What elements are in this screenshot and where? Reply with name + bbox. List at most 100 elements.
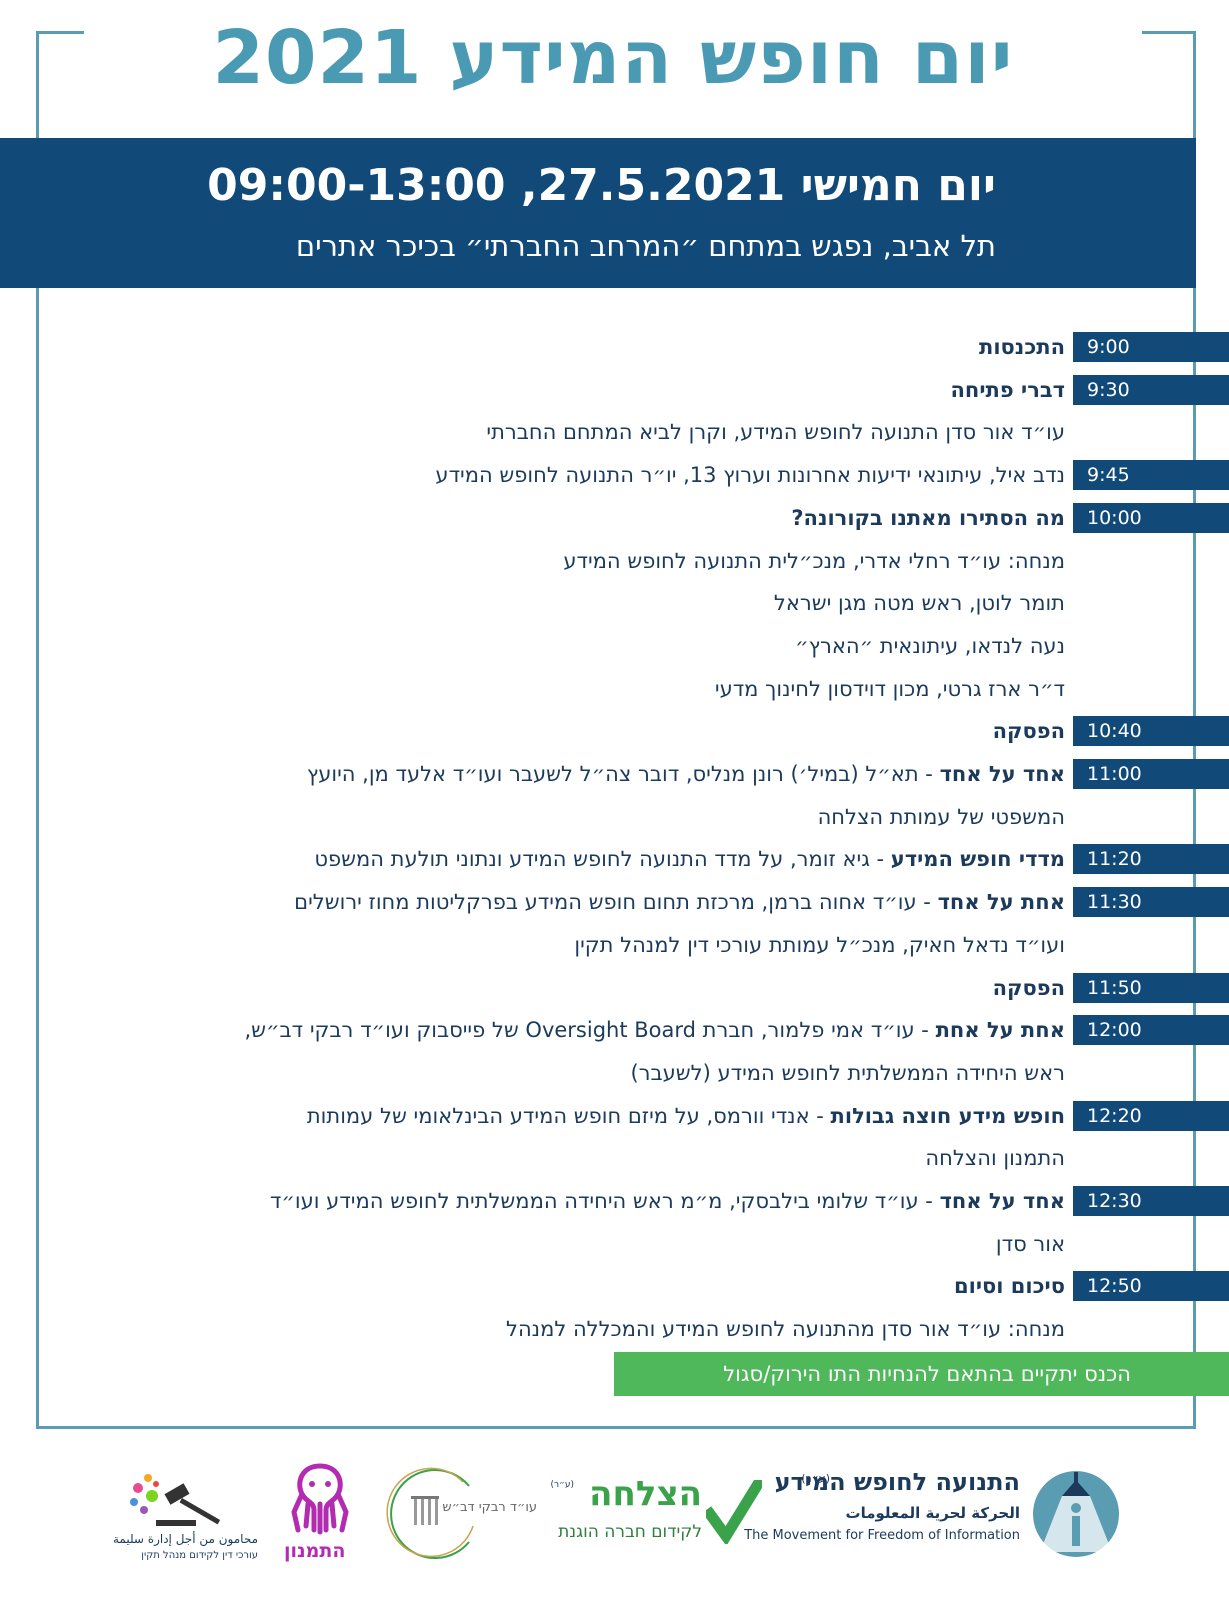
movement-english: The Movement for Freedom of Information	[744, 1528, 1020, 1543]
schedule-row: 12:20 חופש מידע חוצה גבולות - אנדי וורמס,…	[0, 1101, 1229, 1133]
schedule-row: 12:50 סיכום וסיום	[0, 1271, 1229, 1303]
green-pass-note: הכנס יתקיים בהתאם להנחיות התו הירוק/סגול	[614, 1352, 1229, 1396]
schedule-text: ראש היחידה הממשלתית לחופש המידע (לשעבר)	[630, 1056, 1065, 1090]
session-details: ראש היחידה הממשלתית לחופש המידע (לשעבר)	[630, 1061, 1065, 1085]
schedule-time: 12:50	[1073, 1271, 1229, 1301]
schedule-time: 10:00	[1073, 503, 1229, 533]
session-title: אחת על אחד	[937, 890, 1065, 914]
session-details: ד״ר ארז גרטי, מכון דוידסון לחינוך מדעי	[714, 677, 1065, 701]
session-title: אחד על אחד	[939, 1189, 1065, 1213]
schedule-row: 11:30 אחת על אחד - עו״ד אחוה ברמן, מרכזת …	[0, 887, 1229, 919]
session-title: סיכום וסיום	[954, 1274, 1065, 1298]
schedule-row: 11:00 אחד על אחד - תא״ל (במיל׳) רונן מנלי…	[0, 759, 1229, 791]
session-details: מנחה: עו״ד רחלי אדרי, מנכ״לית התנועה לחו…	[563, 549, 1065, 573]
session-details: - גיא זומר, על מדד התנועה לחופש המידע ונ…	[314, 847, 891, 871]
session-title: הפסקה	[992, 719, 1065, 743]
schedule-row: 10:40 הפסקה	[0, 716, 1229, 748]
movement-logo: התנועה לחופש המידע (ע״ר) الحركة لحرية ال…	[744, 1462, 1120, 1562]
lawyers-arabic: محامون من أجل إدارة سليمة	[112, 1532, 258, 1546]
session-details: התמנון והצלחה	[925, 1146, 1065, 1170]
schedule-text: המשפטי של עמותת הצלחה	[818, 800, 1065, 834]
schedule-row: תומר לוטן, ראש מטה מגן ישראל	[0, 588, 1229, 620]
rivki-name: עו״ד רבקי דב״ש	[442, 1500, 537, 1515]
schedule-time: 9:00	[1073, 332, 1229, 362]
schedule-time: 9:30	[1073, 375, 1229, 405]
session-title: מה הסתירו מאתנו בקורונה?	[791, 506, 1065, 530]
schedule-text: התמנון והצלחה	[925, 1141, 1065, 1175]
schedule-row: המשפטי של עמותת הצלחה	[0, 802, 1229, 834]
movement-name: התנועה לחופש המידע	[774, 1468, 1020, 1496]
pillar-icon	[386, 1467, 474, 1559]
frame-top-left	[36, 31, 84, 34]
event-location: תל אביב, נפגש במתחם ״המרחב החברתי״ בכיכר…	[295, 229, 996, 263]
session-title: דברי פתיחה	[950, 378, 1066, 402]
schedule-time: 11:20	[1073, 844, 1229, 874]
schedule-text: עו״ד אור סדן התנועה לחופש המידע, וקרן לב…	[486, 415, 1065, 449]
movement-arabic: الحركة لحرية المعلومات	[845, 1504, 1021, 1522]
schedule-text: מנחה: עו״ד רחלי אדרי, מנכ״לית התנועה לחו…	[563, 544, 1065, 578]
schedule-row: 9:45 נדב איל, עיתונאי ידיעות אחרונות וערו…	[0, 460, 1229, 492]
lawyers-logo: محامون من أجل إدارة سليمة עורכי דין לקיד…	[98, 1462, 258, 1566]
schedule-time: 12:00	[1073, 1015, 1229, 1045]
schedule-time: 11:00	[1073, 759, 1229, 789]
schedule-text: אחד על אחד - תא״ל (במיל׳) רונן מנליס, דו…	[307, 757, 1065, 791]
schedule-time: 9:45	[1073, 460, 1229, 490]
frame-top-right	[1142, 31, 1196, 34]
session-title: חופש מידע חוצה גבולות	[830, 1104, 1065, 1128]
event-banner: יום חמישי 27.5.2021, 09:00-13:00 תל אביב…	[0, 138, 1196, 288]
schedule-row: 12:30 אחד על אחד - עו״ד שלומי בילבסקי, מ״…	[0, 1186, 1229, 1218]
schedule-text: ד״ר ארז גרטי, מכון דוידסון לחינוך מדעי	[715, 672, 1065, 706]
session-details: נדב איל, עיתונאי ידיעות אחרונות וערוץ 13…	[435, 463, 1065, 487]
schedule-time: 12:30	[1073, 1186, 1229, 1216]
schedule-text: נדב איל, עיתונאי ידיעות אחרונות וערוץ 13…	[435, 458, 1065, 492]
schedule-text: סיכום וסיום	[954, 1269, 1065, 1303]
session-details: ועו״ד נדאל חאיק, מנכ״ל עמותת עורכי דין ל…	[574, 933, 1065, 957]
schedule-text: אחד על אחד - עו״ד שלומי בילבסקי, מ״מ ראש…	[270, 1184, 1065, 1218]
schedule-row: אור סדן	[0, 1229, 1229, 1261]
session-details: תומר לוטן, ראש מטה מגן ישראל	[773, 591, 1065, 615]
hatzlacha-name: הצלחה	[589, 1474, 702, 1514]
session-details: - עו״ד אמי פלמור, חברת Oversight Board ש…	[244, 1018, 936, 1042]
schedule-row: 11:20 מדדי חופש המידע - גיא זומר, על מדד …	[0, 844, 1229, 876]
schedule-row: עו״ד אור סדן התנועה לחופש המידע, וקרן לב…	[0, 417, 1229, 449]
schedule-row: 9:00 התכנסות	[0, 332, 1229, 364]
schedule-text: הפסקה	[993, 714, 1065, 748]
octopus-icon	[291, 1463, 349, 1535]
gavel-icon	[130, 1474, 221, 1526]
rivki-logo: עו״ד רבקי דב״ש	[383, 1466, 543, 1562]
schedule-text: חופש מידע חוצה גבולות - אנדי וורמס, על מ…	[307, 1099, 1065, 1133]
lamp-icon	[1033, 1471, 1119, 1557]
green-pass-text: הכנס יתקיים בהתאם להנחיות התו הירוק/סגול	[723, 1362, 1131, 1386]
session-title: התכנסות	[978, 335, 1065, 359]
session-title: הפסקה	[992, 976, 1065, 1000]
session-details: עו״ד אור סדן התנועה לחופש המידע, וקרן לב…	[486, 420, 1065, 444]
schedule-text: ועו״ד נדאל חאיק, מנכ״ל עמותת עורכי דין ל…	[574, 928, 1065, 962]
session-details: מנחה: עו״ד אור סדן מהתנועה לחופש המידע ו…	[506, 1317, 1065, 1341]
schedule-row: ועו״ד נדאל חאיק, מנכ״ל עמותת עורכי דין ל…	[0, 930, 1229, 962]
schedule-row: מנחה: עו״ד רחלי אדרי, מנכ״לית התנועה לחו…	[0, 546, 1229, 578]
hatzlacha-sub: לקידום חברה הוגנת	[558, 1522, 702, 1542]
session-details: - אנדי וורמס, על מיזם חופש המידע הבינלאו…	[306, 1104, 831, 1128]
event-date: יום חמישי 27.5.2021, 09:00-13:00	[207, 160, 996, 211]
schedule-text: תומר לוטן, ראש מטה מגן ישראל	[774, 586, 1065, 620]
page-title: יום חופש המידע 2021	[84, 8, 1142, 108]
schedule-row: מנחה: עו״ד אור סדן מהתנועה לחופש המידע ו…	[0, 1314, 1229, 1346]
schedule-text: מנחה: עו״ד אור סדן מהתנועה לחופש המידע ו…	[506, 1312, 1065, 1346]
lawyers-hebrew: עורכי דין לקידום מנהל תקין	[141, 1550, 258, 1561]
tamnun-logo: התמנון	[280, 1460, 360, 1564]
schedule-row: 12:00 אחת על אחת - עו״ד אמי פלמור, חברת O…	[0, 1015, 1229, 1047]
schedule-row: ראש היחידה הממשלתית לחופש המידע (לשעבר)	[0, 1058, 1229, 1090]
schedule-time: 12:20	[1073, 1101, 1229, 1131]
schedule-text: אחת על אחת - עו״ד אמי פלמור, חברת Oversi…	[244, 1013, 1065, 1047]
checkmark-icon	[706, 1480, 762, 1544]
session-details: - עו״ד אחוה ברמן, מרכזת תחום חופש המידע …	[294, 890, 938, 914]
schedule-text: נעה לנדאו, עיתונאית ״הארץ״	[795, 629, 1065, 663]
session-details: - עו״ד שלומי בילבסקי, מ״מ ראש היחידה הממ…	[269, 1189, 940, 1213]
schedule-text: אור סדן	[996, 1227, 1065, 1261]
schedule-row: התמנון והצלחה	[0, 1143, 1229, 1175]
session-details: המשפטי של עמותת הצלחה	[817, 805, 1065, 829]
schedule-text: מדדי חופש המידע - גיא זומר, על מדד התנוע…	[314, 842, 1065, 876]
session-title: אחד על אחד	[939, 762, 1065, 786]
schedule-row: 10:00 מה הסתירו מאתנו בקורונה?	[0, 503, 1229, 535]
session-title: אחת על אחת	[935, 1018, 1065, 1042]
